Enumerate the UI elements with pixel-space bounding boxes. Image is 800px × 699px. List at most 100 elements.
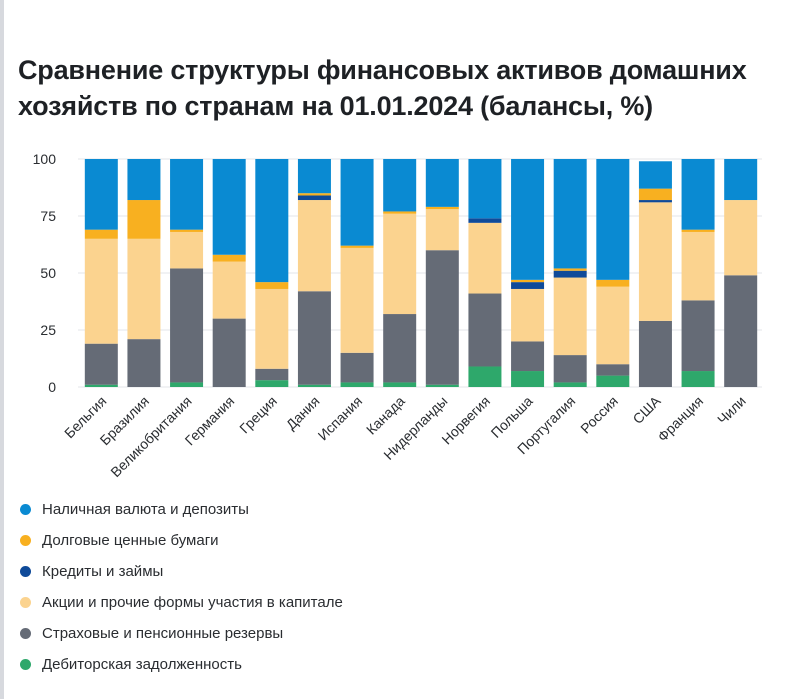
bar-segment bbox=[383, 211, 417, 214]
bar-segment bbox=[724, 200, 758, 276]
bar-segment bbox=[638, 188, 672, 201]
bar-segment bbox=[681, 231, 715, 301]
legend-swatch-icon bbox=[20, 535, 31, 546]
x-tick-label: Испания bbox=[315, 393, 366, 444]
bar-segment bbox=[638, 200, 672, 203]
bar-segment bbox=[340, 159, 374, 246]
bar-segment bbox=[468, 159, 502, 219]
x-tick-label: Дания bbox=[283, 393, 323, 433]
bar-segment bbox=[511, 282, 545, 289]
bar-segment bbox=[425, 250, 459, 385]
bar-segment bbox=[596, 364, 630, 376]
page-edge-divider bbox=[0, 0, 4, 699]
legend-swatch-icon bbox=[20, 659, 31, 670]
bar-segment bbox=[511, 159, 545, 280]
legend-item-receivables: Дебиторская задолженность bbox=[20, 649, 343, 680]
bar-segment bbox=[425, 206, 459, 210]
bar-segment bbox=[84, 229, 118, 239]
bar-segment bbox=[596, 159, 630, 280]
legend-label: Наличная валюта и депозиты bbox=[42, 501, 249, 518]
bar-segment bbox=[212, 159, 246, 255]
bar-segment bbox=[553, 268, 587, 271]
legend-label: Кредиты и займы bbox=[42, 563, 164, 580]
legend-swatch-icon bbox=[20, 628, 31, 639]
bar-segment bbox=[596, 279, 630, 287]
bar-segment bbox=[127, 159, 161, 201]
bar-segment bbox=[212, 318, 246, 387]
bar-segment bbox=[724, 275, 758, 387]
legend-label: Страховые и пенсионные резервы bbox=[42, 625, 284, 642]
bar-segment bbox=[724, 159, 758, 201]
bar-segment bbox=[638, 161, 672, 189]
bar-segment bbox=[170, 231, 204, 269]
bar-segment bbox=[681, 229, 715, 232]
legend-swatch-icon bbox=[20, 504, 31, 515]
bar-segment bbox=[638, 202, 672, 321]
legend-swatch-icon bbox=[20, 566, 31, 577]
bar-segment bbox=[596, 286, 630, 365]
bar-segment bbox=[255, 380, 289, 387]
bar-segment bbox=[681, 300, 715, 372]
bar-segment bbox=[468, 293, 502, 367]
legend-item-loans: Кредиты и займы bbox=[20, 556, 343, 587]
bar-segment bbox=[425, 209, 459, 251]
bar-segment bbox=[511, 279, 545, 283]
legend-swatch-icon bbox=[20, 597, 31, 608]
bar-segment bbox=[468, 218, 502, 223]
bar-segment bbox=[511, 371, 545, 387]
bar-segment bbox=[297, 159, 331, 194]
bar-segment bbox=[297, 193, 331, 196]
bar-segment bbox=[255, 368, 289, 381]
x-tick-label: Греция bbox=[236, 393, 280, 437]
legend-item-debt-securities: Долговые ценные бумаги bbox=[20, 525, 343, 556]
legend-item-equity: Акции и прочие формы участия в капитале bbox=[20, 587, 343, 618]
y-tick-label: 50 bbox=[40, 265, 56, 281]
bar-segment bbox=[255, 288, 289, 369]
bar-segment bbox=[212, 261, 246, 319]
legend: Наличная валюта и депозиты Долговые ценн… bbox=[20, 494, 343, 680]
bar-segment bbox=[84, 343, 118, 385]
bar-segment bbox=[127, 238, 161, 340]
chart-title: Сравнение структуры финансовых активов д… bbox=[18, 55, 747, 121]
bar-segment bbox=[340, 352, 374, 383]
bar-segment bbox=[297, 195, 331, 201]
bar-segment bbox=[511, 288, 545, 342]
x-tick-label: Франция bbox=[654, 393, 706, 445]
bar-segment bbox=[297, 384, 331, 387]
legend-label: Долговые ценные бумаги bbox=[42, 532, 219, 549]
bars-layer bbox=[84, 159, 758, 387]
legend-label: Акции и прочие формы участия в капитале bbox=[42, 594, 343, 611]
bar-segment bbox=[212, 254, 246, 262]
bar-segment bbox=[681, 371, 715, 387]
bar-segment bbox=[383, 159, 417, 212]
bar-segment bbox=[255, 159, 289, 283]
x-tick-label: Чили bbox=[714, 393, 749, 428]
bar-segment bbox=[553, 355, 587, 383]
stacked-bar-chart: 0 25 50 75 100 БельгияБразилияВеликобритания… bbox=[33, 151, 762, 480]
x-tick-label: США bbox=[629, 392, 664, 427]
bar-segment bbox=[383, 382, 417, 387]
x-axis-ticks: БельгияБразилияВеликобританияГерманияГре… bbox=[61, 392, 749, 480]
bar-segment bbox=[468, 366, 502, 387]
y-axis-ticks: 0 25 50 75 100 bbox=[33, 151, 57, 395]
bar-segment bbox=[553, 159, 587, 269]
bar-segment bbox=[127, 200, 161, 239]
bar-segment bbox=[170, 268, 204, 383]
bar-segment bbox=[297, 200, 331, 292]
bar-segment bbox=[84, 238, 118, 344]
bar-segment bbox=[84, 384, 118, 387]
bar-segment bbox=[383, 314, 417, 383]
legend-item-insurance-pension: Страховые и пенсионные резервы bbox=[20, 618, 343, 649]
bar-segment bbox=[511, 341, 545, 372]
bar-segment bbox=[383, 213, 417, 315]
bar-segment bbox=[468, 222, 502, 294]
bar-segment bbox=[340, 245, 374, 248]
bar-segment bbox=[255, 282, 289, 289]
bar-segment bbox=[553, 382, 587, 387]
y-tick-label: 25 bbox=[40, 322, 56, 338]
bar-segment bbox=[297, 291, 331, 385]
bar-segment bbox=[553, 270, 587, 278]
legend-label: Дебиторская задолженность bbox=[42, 656, 242, 673]
bar-segment bbox=[553, 277, 587, 356]
bar-segment bbox=[170, 159, 204, 230]
